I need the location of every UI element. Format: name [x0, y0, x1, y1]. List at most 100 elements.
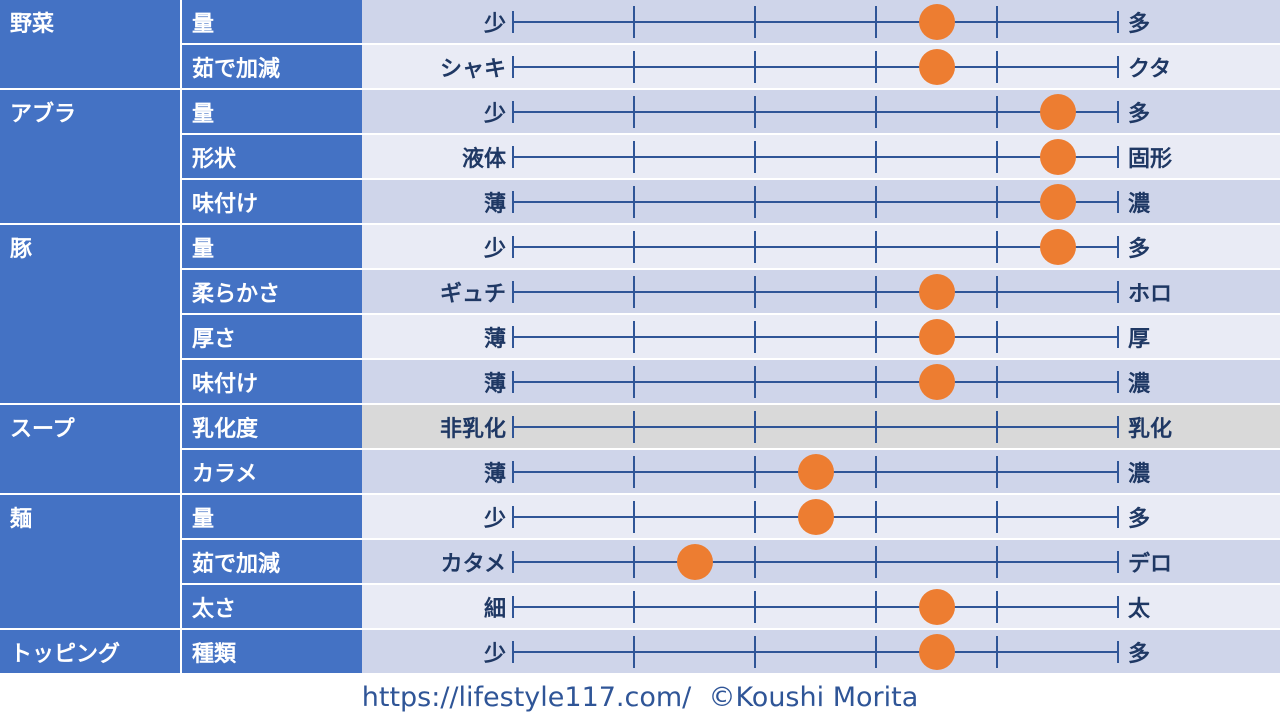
- scale-tick: [512, 145, 514, 168]
- scale-tick: [512, 415, 514, 438]
- rating-marker: [1039, 183, 1076, 220]
- scale-min-label: 少: [483, 236, 506, 262]
- scale-tick: [512, 505, 514, 528]
- scale-tick: [996, 320, 998, 353]
- scale-min-label: 細: [483, 596, 506, 622]
- scale-tick: [1117, 550, 1119, 573]
- scale-tick: [875, 590, 877, 623]
- scale-tick: [996, 410, 998, 443]
- attribute-label: カラメ: [182, 450, 362, 493]
- scale-max-label: 固形: [1128, 146, 1173, 172]
- rating-marker: [918, 273, 955, 310]
- scale-tick: [754, 5, 756, 38]
- scale-tick: [1117, 10, 1119, 33]
- scale-tick: [633, 140, 635, 173]
- scale-min-label: ギュチ: [439, 281, 506, 307]
- scale-tick: [1117, 325, 1119, 348]
- scale-tick: [875, 545, 877, 578]
- scale-tick: [754, 500, 756, 533]
- category-label: アブラ: [0, 90, 180, 223]
- scale-tick: [996, 50, 998, 83]
- scale-tick: [512, 10, 514, 33]
- scale-tick: [875, 185, 877, 218]
- attribute-label: 量: [182, 0, 362, 43]
- attribute-label: 形状: [182, 135, 362, 178]
- rating-marker: [1039, 228, 1076, 265]
- rating-marker: [918, 318, 955, 355]
- scale-max-label: 乳化: [1128, 416, 1173, 442]
- scale-min-label: 少: [483, 101, 506, 127]
- scale-line: [513, 200, 1118, 203]
- scale-tick: [512, 55, 514, 78]
- scale-min-label: 薄: [483, 326, 506, 352]
- rating-marker: [797, 453, 834, 490]
- scale-max-label: クタ: [1128, 56, 1172, 82]
- rating-marker: [918, 633, 955, 670]
- scale-tick: [633, 545, 635, 578]
- scale-line: [513, 380, 1118, 383]
- scale-tick: [633, 230, 635, 263]
- scale-tick: [875, 95, 877, 128]
- scale-min-label: 少: [483, 641, 506, 667]
- attribute-label: 厚さ: [182, 315, 362, 358]
- scale-tick: [1117, 145, 1119, 168]
- scale-max-label: デロ: [1128, 551, 1173, 577]
- rating-marker: [1039, 93, 1076, 130]
- scale-max-label: 多: [1128, 101, 1151, 127]
- scale-tick: [996, 365, 998, 398]
- scale-tick: [754, 230, 756, 263]
- scale-tick: [754, 95, 756, 128]
- scale-tick: [754, 590, 756, 623]
- scale-tick: [512, 595, 514, 618]
- scale-tick: [1117, 415, 1119, 438]
- attribute-label: 味付け: [182, 360, 362, 403]
- scale-tick: [1117, 595, 1119, 618]
- scale-tick: [1117, 505, 1119, 528]
- scale-tick: [996, 455, 998, 488]
- scale-tick: [633, 590, 635, 623]
- scale-tick: [1117, 370, 1119, 393]
- scale-tick: [633, 410, 635, 443]
- scale-tick: [512, 235, 514, 258]
- scale-line: [513, 560, 1118, 563]
- scale-line: [513, 605, 1118, 608]
- scale-max-label: 多: [1128, 641, 1151, 667]
- attribute-label: 茹で加減: [182, 45, 362, 88]
- scale-tick: [754, 275, 756, 308]
- scale-tick: [512, 190, 514, 213]
- scale-line: [513, 650, 1118, 653]
- scale-tick: [996, 590, 998, 623]
- scale-tick: [1117, 640, 1119, 663]
- scale-max-label: ホロ: [1128, 281, 1173, 307]
- scale-tick: [996, 5, 998, 38]
- scale-tick: [633, 185, 635, 218]
- scale-tick: [754, 140, 756, 173]
- scale-line: [513, 20, 1118, 23]
- scale-line: [513, 335, 1118, 338]
- scale-tick: [633, 95, 635, 128]
- rating-marker: [676, 543, 713, 580]
- category-label: トッピング: [0, 630, 180, 673]
- scale-tick: [996, 500, 998, 533]
- scale-tick: [875, 230, 877, 263]
- scale-min-label: 非乳化: [439, 416, 506, 442]
- scale-tick: [875, 320, 877, 353]
- rating-marker: [918, 3, 955, 40]
- scale-tick: [875, 635, 877, 668]
- scale-line: [513, 155, 1118, 158]
- scale-tick: [754, 365, 756, 398]
- scale-tick: [512, 325, 514, 348]
- scale-tick: [875, 5, 877, 38]
- attribute-label: 茹で加減: [182, 540, 362, 583]
- rating-marker: [918, 588, 955, 625]
- scale-tick: [996, 275, 998, 308]
- scale-line: [513, 245, 1118, 248]
- scale-tick: [996, 95, 998, 128]
- category-label: スープ: [0, 405, 180, 493]
- scale-tick: [996, 140, 998, 173]
- scale-tick: [996, 185, 998, 218]
- rating-chart: 野菜量少多茹で加減 シャキ クタ アブラ量少多形状 液体 固形 味付け薄濃豚量少多柔らかさギ…: [0, 0, 1280, 673]
- scale-tick: [633, 320, 635, 353]
- scale-min-label: 薄: [483, 461, 506, 487]
- scale-tick: [875, 140, 877, 173]
